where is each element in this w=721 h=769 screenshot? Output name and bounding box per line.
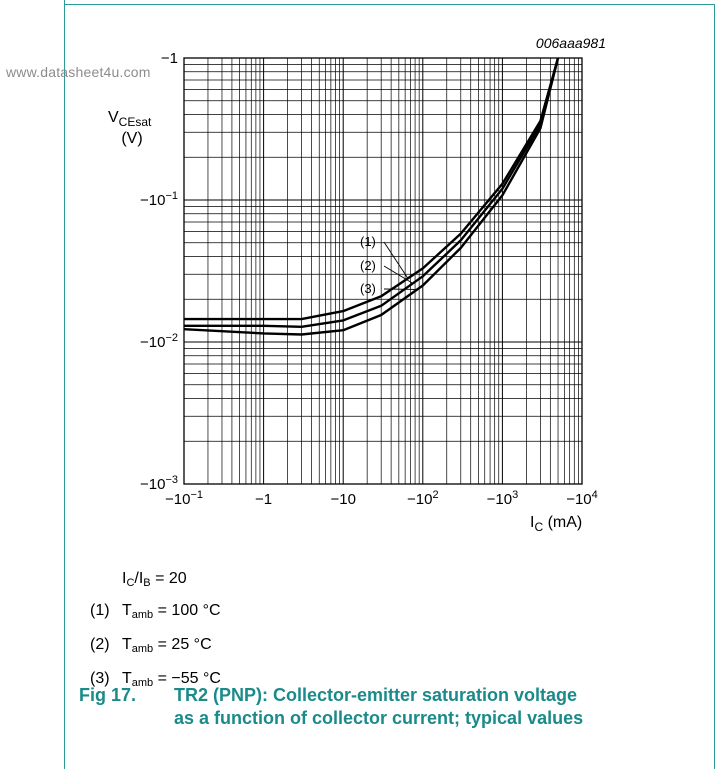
condition-line: IC/IB = 20 <box>122 570 187 589</box>
y-tick-label: −10−2 <box>140 332 178 351</box>
plot-frame <box>183 57 583 485</box>
series-1-leader <box>383 241 409 279</box>
frame-right-border <box>714 4 715 769</box>
y-axis-label: VCEsat <box>108 109 152 129</box>
x-tick-label: −1 <box>255 491 272 508</box>
frame-top-border <box>64 4 714 5</box>
figure-number: Fig 17. <box>79 685 137 705</box>
x-axis-label: IC (mA) <box>530 514 582 534</box>
series-2-line <box>184 57 560 328</box>
series-3-label: (3) <box>360 281 376 296</box>
x-tick-label: −10−1 <box>165 489 203 508</box>
series-2-leader <box>383 265 414 284</box>
x-tick-label: −10 <box>330 491 355 508</box>
caption-line-2: as a function of collector current; typi… <box>174 708 584 728</box>
series-3-line <box>183 57 560 336</box>
y-tick-label: −10−3 <box>140 474 178 493</box>
x-tick-label: −103 <box>487 489 519 508</box>
figure-id-label: 006aaa981 <box>536 35 606 51</box>
legend-item-2: (2) Tamb = 25 °C <box>90 636 212 655</box>
y-tick-label: −10−1 <box>140 190 178 209</box>
legend-item-1: (1) Tamb = 100 °C <box>90 602 221 621</box>
x-tick-label: −104 <box>566 489 598 508</box>
watermark-text: www.datasheet4u.com <box>6 64 151 80</box>
legend-item-3: (3) Tamb = −55 °C <box>90 670 221 689</box>
series-1-label: (1) <box>360 234 376 249</box>
caption-line-1: TR2 (PNP): Collector-emitter saturation … <box>174 685 578 705</box>
y-tick-label: −1 <box>161 50 178 67</box>
x-tick-label: −102 <box>407 489 439 508</box>
y-axis-unit: (V) <box>121 130 142 147</box>
series-1-line <box>184 57 560 321</box>
figure-caption: Fig 17. TR2 (PNP): Collector-emitter satu… <box>79 684 583 730</box>
frame-left-border <box>64 0 65 769</box>
series-2-label: (2) <box>360 258 376 273</box>
